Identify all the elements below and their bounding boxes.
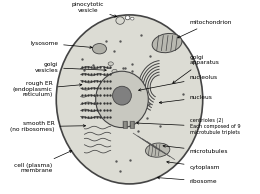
Bar [130,121,134,128]
Ellipse shape [106,75,112,79]
Ellipse shape [146,143,170,157]
Ellipse shape [116,17,124,24]
Ellipse shape [131,17,134,20]
Ellipse shape [56,15,203,184]
Bar [122,121,127,128]
Text: cell (plasma)
membrane: cell (plasma) membrane [14,151,72,173]
Text: microtubules: microtubules [163,145,228,154]
Text: nucleus: nucleus [159,95,212,104]
Text: centrioles (2)
Each composed of 9
microtubule triplets: centrioles (2) Each composed of 9 microt… [137,118,240,135]
Text: mitochondrion: mitochondrion [178,20,232,38]
Ellipse shape [108,62,113,66]
Text: pinocytotic
vesicle: pinocytotic vesicle [72,2,117,17]
Text: cytoplasm: cytoplasm [167,161,220,170]
Ellipse shape [114,77,119,81]
Ellipse shape [96,71,148,128]
Ellipse shape [112,69,117,73]
Ellipse shape [92,43,107,54]
Text: nucleolus: nucleolus [139,75,218,91]
Text: smooth ER
(no ribosomes): smooth ER (no ribosomes) [10,121,86,132]
Text: rough ER
(endoplasmic
reticulum): rough ER (endoplasmic reticulum) [13,81,82,97]
Ellipse shape [152,34,182,53]
Text: lysosome: lysosome [30,41,92,48]
Text: golgi
apparatus: golgi apparatus [173,55,219,83]
Text: golgi
vesicles: golgi vesicles [34,62,106,73]
Ellipse shape [113,86,131,105]
Text: ribosome: ribosome [158,177,217,184]
Ellipse shape [125,16,130,20]
